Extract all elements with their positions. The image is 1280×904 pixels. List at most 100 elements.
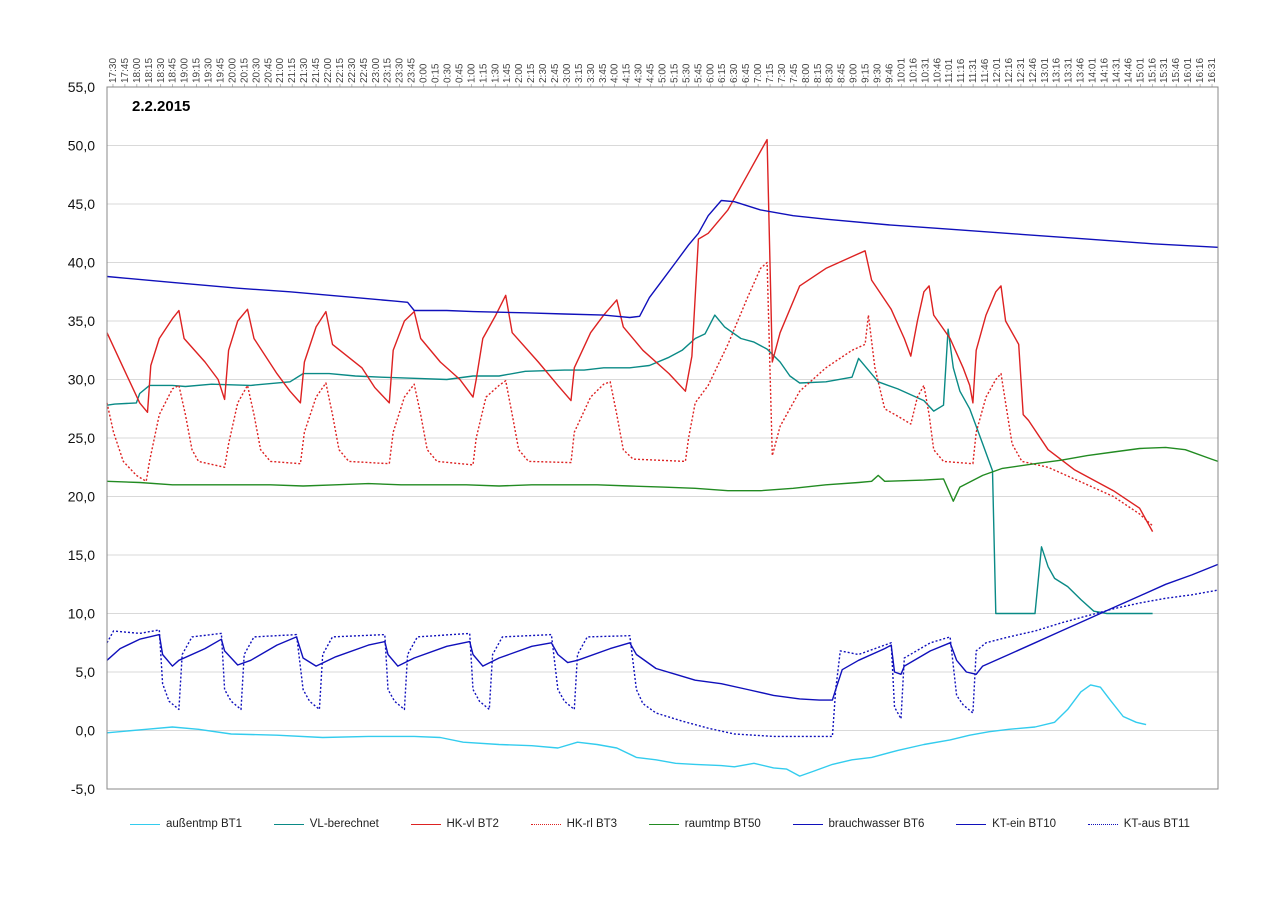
x-tick-label: 4:15 (622, 63, 633, 83)
legend-label: KT-aus BT11 (1123, 818, 1190, 830)
y-tick-label: 50,0 (68, 138, 95, 154)
legend-swatch (410, 823, 441, 825)
x-tick-label: 16:31 (1207, 58, 1218, 83)
x-tick-label: 15:46 (1171, 58, 1182, 83)
series-line-6 (106, 563, 1219, 701)
x-tick-label: 2:45 (550, 63, 561, 83)
series-lines (106, 138, 1219, 777)
x-tick-label: 23:15 (383, 58, 394, 83)
x-tick-label: 13:31 (1064, 58, 1075, 83)
legend-swatch (956, 823, 987, 825)
x-tick-label: 15:01 (1135, 58, 1146, 83)
x-tick-label: 0:00 (419, 63, 430, 83)
x-tick-label: 1:00 (466, 63, 477, 83)
x-tick-label: 22:15 (335, 58, 346, 83)
series-line-5 (106, 199, 1219, 319)
x-axis-tick-labels: 17:30 17:45 18:00 18:15 18:30 18:45 19:00 19:15… (108, 58, 1218, 87)
series-line-1 (106, 314, 1153, 615)
y-tick-label: 40,0 (68, 255, 95, 271)
x-tick-label: 20:30 (251, 58, 262, 83)
x-tick-label: 18:00 (132, 58, 143, 83)
x-tick-label: 12:16 (1004, 58, 1015, 83)
x-tick-label: 2:30 (538, 63, 549, 83)
legend-item: außentmp BT1 (130, 818, 242, 830)
y-tick-label: 15,0 (68, 547, 95, 563)
x-tick-label: 14:16 (1100, 58, 1111, 83)
legend-item: KT-aus BT11 (1087, 818, 1190, 830)
legend-label: HK-vl BT2 (446, 818, 499, 830)
x-tick-label: 11:46 (980, 58, 991, 83)
y-tick-label: 5,0 (76, 664, 96, 680)
x-tick-label: 10:16 (908, 58, 919, 83)
x-tick-label: 2:00 (514, 63, 525, 83)
x-tick-label: 7:15 (765, 63, 776, 83)
x-tick-label: 12:46 (1028, 58, 1039, 83)
x-tick-label: 7:30 (777, 63, 788, 83)
legend-item: HK-rl BT3 (530, 818, 617, 830)
x-tick-label: 19:45 (215, 58, 226, 83)
x-tick-label: 23:30 (395, 58, 406, 83)
y-tick-label: 30,0 (68, 372, 95, 388)
x-tick-label: 5:00 (658, 63, 669, 83)
x-tick-label: 9:15 (861, 63, 872, 83)
x-tick-label: 4:00 (610, 63, 621, 83)
x-tick-label: 14:46 (1123, 58, 1134, 83)
legend-item: VL-berechnet (273, 818, 379, 830)
x-tick-label: 10:01 (896, 58, 907, 83)
x-tick-label: 5:45 (693, 63, 704, 83)
x-tick-label: 6:45 (741, 63, 752, 83)
x-tick-label: 20:15 (239, 58, 250, 83)
legend-swatch (273, 823, 304, 825)
x-tick-label: 3:00 (562, 63, 573, 83)
x-tick-label: 18:45 (168, 58, 179, 83)
x-tick-label: 6:15 (717, 63, 728, 83)
y-tick-label: 0,0 (76, 723, 96, 739)
x-tick-label: 17:45 (120, 58, 131, 83)
legend-swatch (1087, 823, 1118, 825)
x-tick-label: 10:31 (920, 58, 931, 83)
x-tick-label: 15:16 (1147, 58, 1158, 83)
y-tick-label: 45,0 (68, 196, 95, 212)
x-tick-label: 11:01 (944, 58, 955, 83)
x-tick-label: 2:15 (526, 63, 537, 83)
x-tick-label: 6:30 (729, 63, 740, 83)
x-tick-label: 10:46 (932, 58, 943, 83)
legend-swatch (530, 823, 561, 825)
x-tick-label: 22:45 (359, 58, 370, 83)
x-tick-label: 9:46 (884, 63, 895, 83)
x-tick-label: 22:30 (347, 58, 358, 83)
series-line-2 (106, 138, 1154, 532)
legend-swatch (792, 823, 823, 825)
x-tick-label: 21:45 (311, 58, 322, 83)
x-tick-label: 21:00 (275, 58, 286, 83)
gridlines (107, 86, 1218, 790)
x-tick-label: 15:31 (1159, 58, 1170, 83)
x-tick-label: 19:30 (204, 58, 215, 83)
x-tick-label: 8:45 (837, 63, 848, 83)
x-tick-label: 7:00 (753, 63, 764, 83)
y-tick-label: 10,0 (68, 606, 95, 622)
legend-item: brauchwasser BT6 (792, 818, 925, 830)
y-tick-label: 55,0 (68, 79, 95, 95)
x-tick-label: 14:31 (1111, 58, 1122, 83)
x-tick-label: 20:00 (227, 58, 238, 83)
x-tick-label: 9:30 (873, 63, 884, 83)
y-tick-label: 20,0 (68, 489, 95, 505)
x-tick-label: 3:45 (598, 63, 609, 83)
x-tick-label: 0:15 (431, 63, 442, 83)
x-tick-label: 21:30 (299, 58, 310, 83)
legend-swatch (648, 823, 679, 825)
legend-label: außentmp BT1 (166, 818, 243, 830)
x-tick-label: 4:45 (646, 63, 657, 83)
legend-item: raumtmp BT50 (648, 818, 761, 830)
legend-label: brauchwasser BT6 (828, 818, 925, 830)
x-tick-label: 13:46 (1076, 58, 1087, 83)
x-tick-label: 11:16 (956, 58, 967, 83)
plot-area-border (106, 86, 1219, 790)
x-tick-label: 14:01 (1088, 58, 1099, 83)
y-tick-label: 35,0 (68, 313, 95, 329)
y-tick-label: 25,0 (68, 430, 95, 446)
x-tick-label: 7:45 (789, 63, 800, 83)
x-tick-label: 18:15 (144, 58, 155, 83)
